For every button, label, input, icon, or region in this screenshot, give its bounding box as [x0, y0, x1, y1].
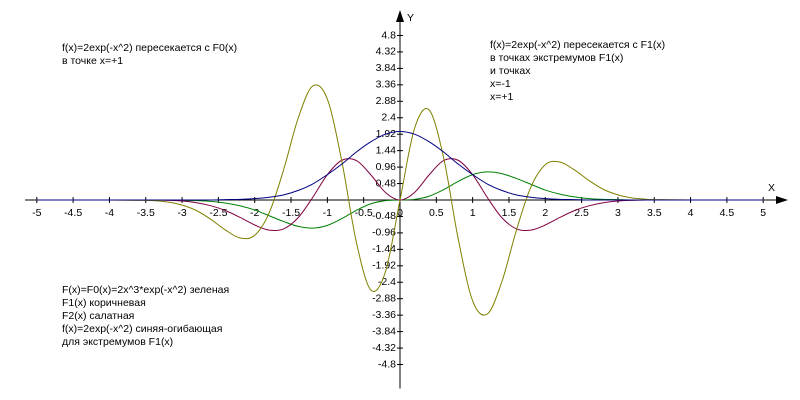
annotation: F2(x) салатная	[62, 310, 134, 322]
y-axis-arrow	[396, 10, 404, 22]
y-tick-label: 0.48	[376, 177, 397, 189]
curve	[36, 130, 764, 201]
y-axis-label: Y	[407, 12, 414, 24]
y-tick-label: 4.32	[376, 46, 397, 58]
y-tick-label: -1.44	[372, 243, 396, 255]
annotation: f(x)=2exp(-x^2) пересекается с F1(x)	[490, 39, 665, 51]
x-tick-label: -2	[250, 207, 259, 219]
annotation: для экстремумов F1(x)	[62, 336, 173, 348]
x-tick-label: 1.5	[502, 207, 517, 219]
x-tick-label: -3	[177, 207, 186, 219]
annotation: x=-1	[490, 78, 511, 90]
y-tick-label: -3.84	[372, 325, 396, 337]
annotation: F(x)=F0(x)=2x^3*exp(-x^2) зеленая	[62, 284, 229, 296]
y-tick-label: -3.36	[372, 309, 396, 321]
y-tick-label: -1.92	[372, 260, 396, 272]
annotation: в точке x=+1	[62, 55, 123, 67]
x-tick-label: 5	[760, 207, 766, 219]
annotation: в точках экстремумов F1(x)	[490, 52, 623, 64]
x-tick-label: -0.5	[355, 207, 373, 219]
x-tick-label: 0	[397, 207, 403, 219]
y-tick-label: 0.96	[376, 161, 397, 173]
y-tick-label: 3.84	[376, 62, 397, 74]
curve	[36, 84, 764, 316]
x-axis-arrow	[776, 196, 788, 204]
x-tick-label: -4.5	[64, 207, 82, 219]
y-tick-label: 4.8	[381, 29, 396, 41]
x-tick-label: -5	[32, 207, 41, 219]
x-tick-label: -1	[323, 207, 332, 219]
y-tick-label: -4.8	[378, 358, 396, 370]
y-tick-label: -2.4	[378, 276, 396, 288]
y-tick-label: 1.44	[376, 144, 397, 156]
x-tick-label: 3.5	[647, 207, 662, 219]
y-tick-label: 2.88	[376, 95, 397, 107]
x-tick-label: 3	[615, 207, 621, 219]
annotation: x=+1	[490, 91, 514, 103]
annotation: f(x)=2exp(-x^2) синяя-огибающая	[62, 323, 222, 335]
annotation: F1(x) коричневая	[62, 297, 146, 309]
y-tick-label: 2.4	[381, 112, 396, 124]
x-axis-label: X	[768, 182, 775, 194]
x-tick-label: 4	[688, 207, 694, 219]
x-tick-label: 0.5	[429, 207, 444, 219]
x-tick-label: -2.5	[209, 207, 227, 219]
x-tick-label: -3.5	[137, 207, 155, 219]
x-tick-label: 2	[542, 207, 548, 219]
x-tick-label: 1	[470, 207, 476, 219]
x-tick-label: -1.5	[282, 207, 300, 219]
y-tick-label: -0.96	[372, 227, 396, 239]
y-tick-label: 3.36	[376, 79, 397, 91]
y-tick-label: -2.88	[372, 292, 396, 304]
y-tick-label: -0.48	[372, 210, 396, 222]
annotation: и точках	[490, 65, 531, 77]
x-tick-label: 4.5	[720, 207, 735, 219]
x-tick-label: 2.5	[574, 207, 589, 219]
annotation: f(x)=2exp(-x^2) пересекается с F0(x)	[62, 42, 237, 54]
x-tick-label: -4	[105, 207, 114, 219]
y-tick-label: -4.32	[372, 342, 396, 354]
